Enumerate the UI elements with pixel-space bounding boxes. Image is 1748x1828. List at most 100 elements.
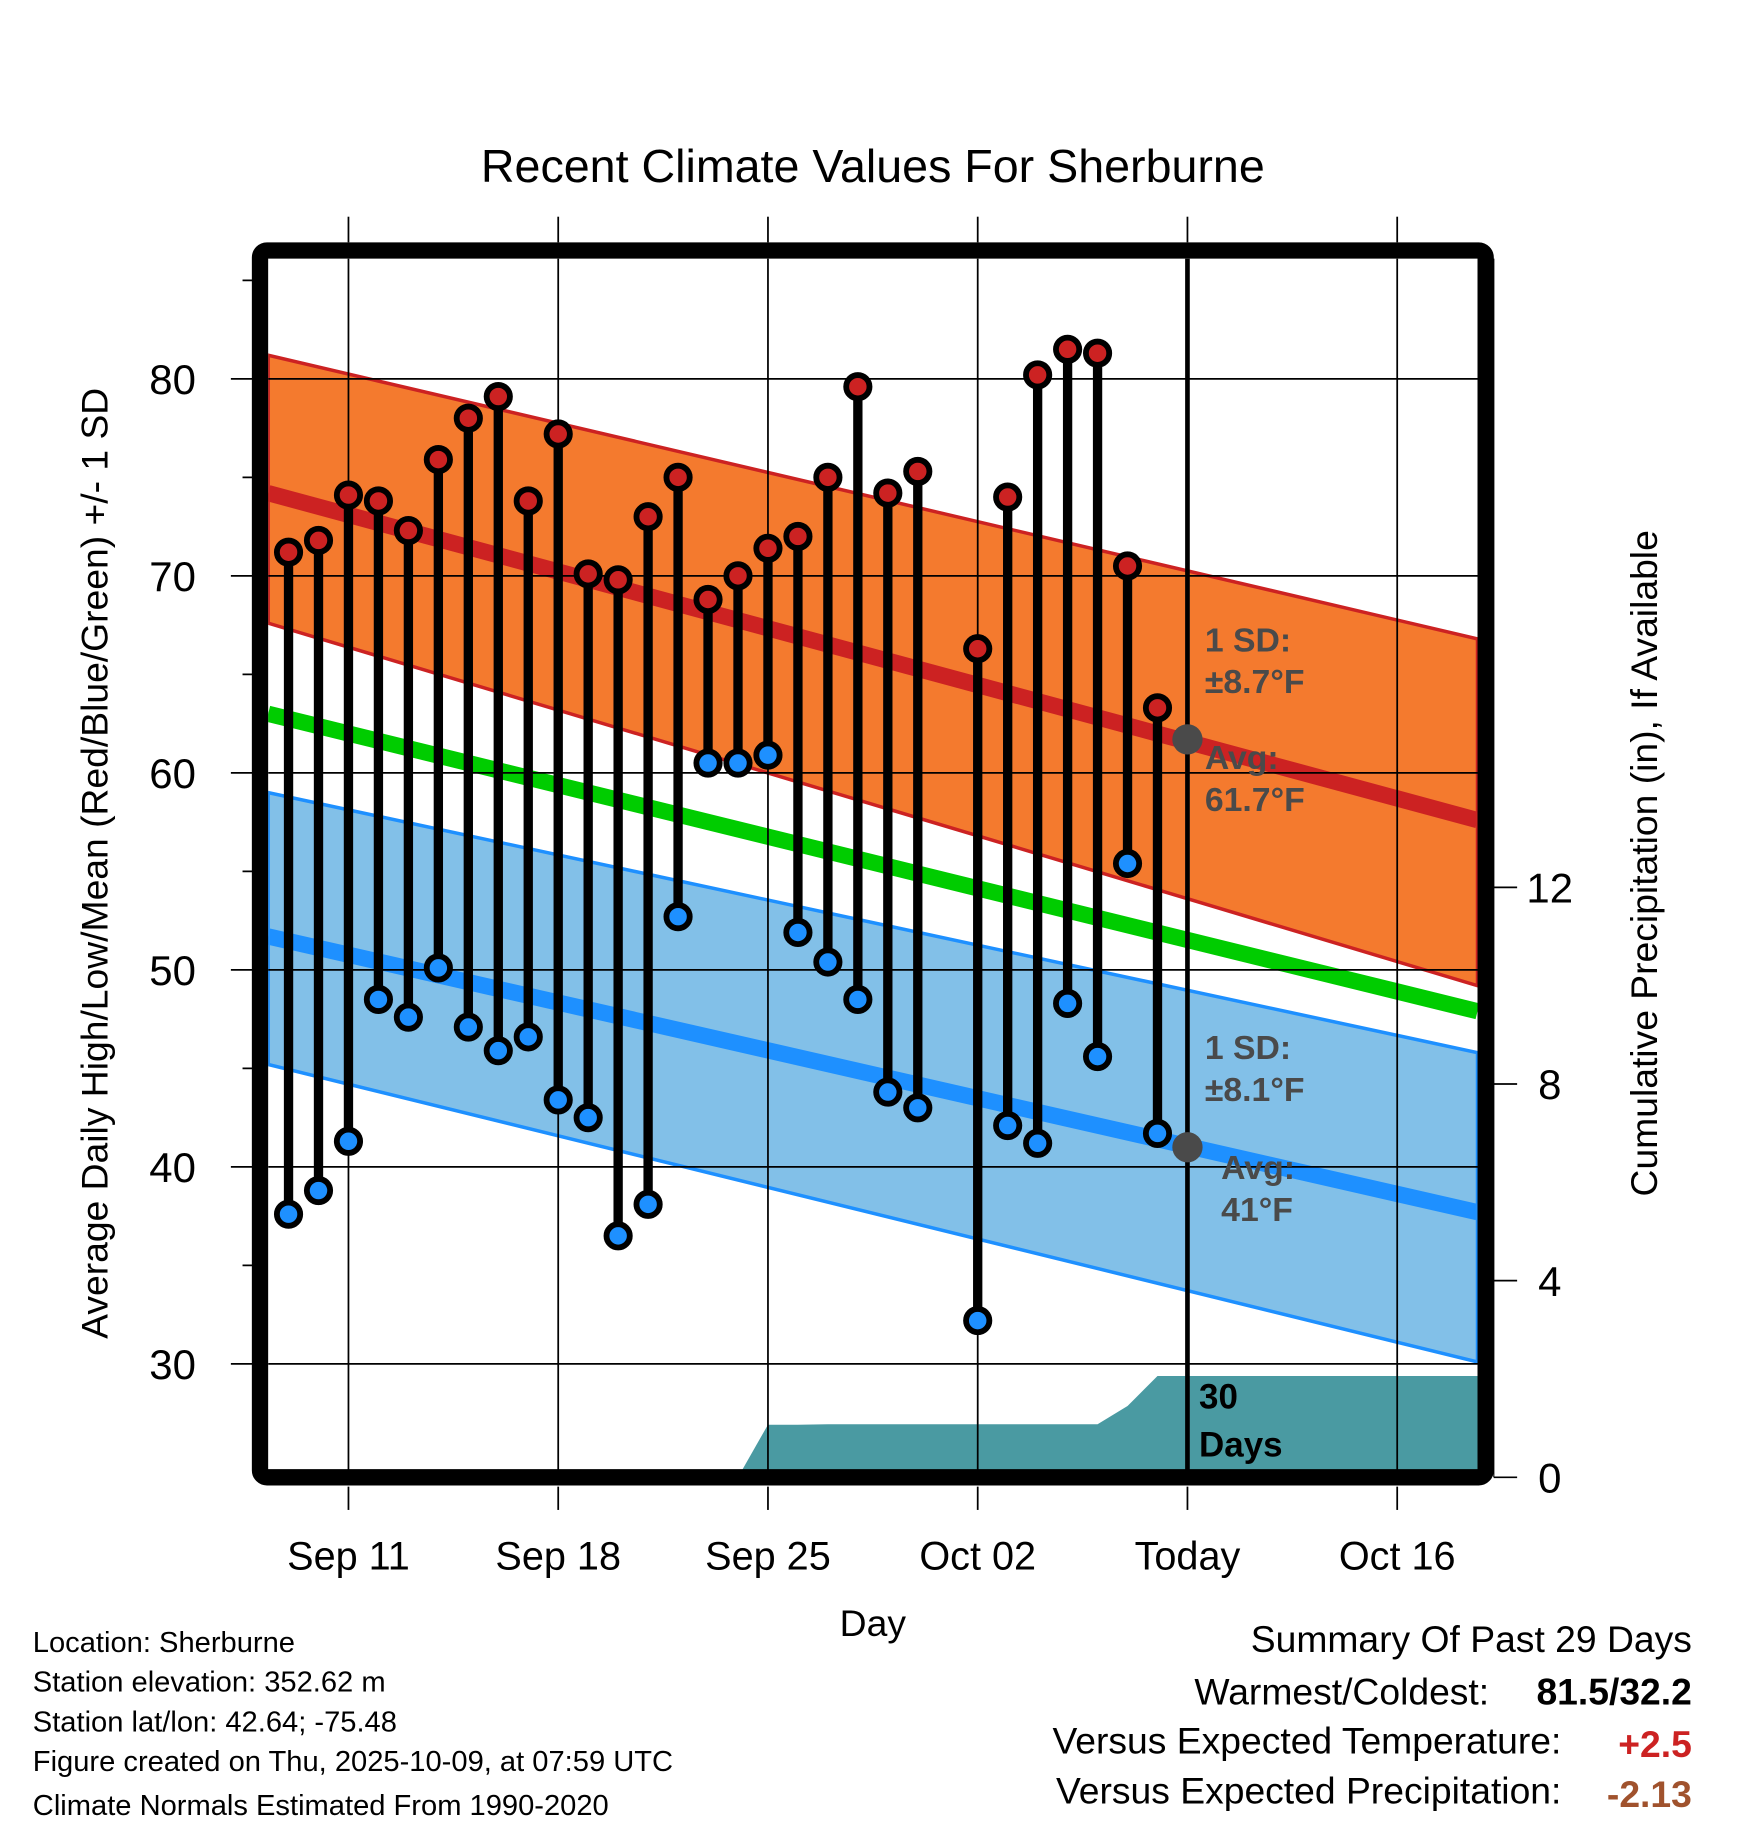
low-sd-label: 1 SD: xyxy=(1205,1029,1291,1067)
y-tick-label: 40 xyxy=(149,1144,196,1191)
x-tick-label: Sep 25 xyxy=(705,1534,831,1578)
today-low-avg-marker xyxy=(1172,1132,1203,1163)
daily-low-point xyxy=(423,953,453,983)
daily-low-point xyxy=(633,1189,663,1219)
daily-high-point xyxy=(303,525,334,555)
summary-temp-label: Versus Expected Temperature: xyxy=(1053,1719,1562,1761)
daily-high-point xyxy=(423,445,453,475)
daily-high-point xyxy=(963,634,993,664)
y-tick-label: 60 xyxy=(149,750,196,797)
daily-low-point xyxy=(1112,848,1143,879)
daily-high-point xyxy=(513,486,543,516)
y-axis-label: Average Daily High/Low/Mean (Red/Blue/Gr… xyxy=(73,388,115,1339)
daily-low-point xyxy=(603,1221,633,1251)
daily-high-point xyxy=(543,419,573,449)
high-sd-label: 1 SD: xyxy=(1205,621,1291,659)
daily-high-point xyxy=(903,456,933,486)
daily-low-point xyxy=(663,902,693,932)
daily-high-point xyxy=(453,403,483,433)
daily-high-point xyxy=(363,486,393,516)
daily-low-point xyxy=(993,1110,1023,1141)
daily-high-point xyxy=(843,372,873,402)
y-tick-label: 70 xyxy=(149,553,196,600)
daily-low-point xyxy=(453,1012,483,1042)
plot-area: 1 SD: ±8.7°F Avg: 61.7°F 1 SD: ±8.1°F Avg: 41°F… xyxy=(268,258,1478,1471)
daily-low-point xyxy=(753,740,783,770)
x-tick-label: Oct 16 xyxy=(1339,1534,1456,1578)
y2-tick-label: 0 xyxy=(1538,1454,1561,1501)
summary: Summary Of Past 29 Days Warmest/Coldest:… xyxy=(1053,1618,1692,1815)
daily-high-point xyxy=(1112,551,1143,581)
daily-low-point xyxy=(1023,1128,1053,1158)
daily-low-point xyxy=(783,917,813,948)
daily-high-point xyxy=(1083,338,1113,368)
daily-high-point xyxy=(723,561,753,591)
x-axis-label: Day xyxy=(840,1602,907,1644)
plot-frame xyxy=(251,242,1494,1486)
daily-high-point xyxy=(663,462,693,492)
summary-warm-cold-value: 81.5/32.2 xyxy=(1536,1671,1691,1713)
x-tick-label: Sep 11 xyxy=(287,1534,410,1578)
x-tick-label: Oct 02 xyxy=(919,1534,1036,1578)
summary-precip-label: Versus Expected Precipitation: xyxy=(1056,1770,1561,1812)
daily-low-point xyxy=(873,1077,903,1107)
daily-high-point xyxy=(273,537,304,567)
daily-low-point xyxy=(1142,1118,1173,1148)
y-tick-label: 80 xyxy=(149,356,196,403)
daily-high-point xyxy=(333,480,364,510)
high-avg-label: Avg: xyxy=(1205,739,1279,777)
x-tick-label: Sep 18 xyxy=(495,1534,621,1578)
station-info: Location: Sherburne Station elevation: 3… xyxy=(33,1627,673,1822)
daily-low-point xyxy=(1053,988,1083,1018)
daily-low-point xyxy=(1083,1042,1113,1072)
daily-high-point xyxy=(813,462,843,492)
daily-high-point xyxy=(1142,693,1173,723)
daily-low-point xyxy=(693,748,723,778)
daily-high-point xyxy=(1023,360,1053,390)
daily-low-point xyxy=(843,984,873,1015)
daily-low-point xyxy=(333,1126,364,1156)
precip-area xyxy=(741,1376,1478,1471)
high-avg-value: 61.7°F xyxy=(1205,781,1305,819)
precip-days-label: 30 xyxy=(1199,1378,1238,1417)
summary-warm-cold-label: Warmest/Coldest: xyxy=(1194,1671,1489,1713)
x-tick-label: Today xyxy=(1135,1534,1241,1578)
daily-high-point xyxy=(483,381,513,412)
daily-high-point xyxy=(573,559,603,589)
daily-high-point xyxy=(783,521,813,552)
summary-temp-value: +2.5 xyxy=(1618,1723,1692,1765)
info-latlon: Station lat/lon: 42.64; -75.48 xyxy=(33,1706,397,1738)
low-sd-value: ±8.1°F xyxy=(1205,1071,1305,1109)
info-location: Location: Sherburne xyxy=(33,1627,295,1659)
daily-low-point xyxy=(303,1175,334,1206)
daily-high-point xyxy=(603,565,633,595)
high-sd-band xyxy=(268,353,1478,988)
daily-high-point xyxy=(873,478,903,508)
daily-high-point xyxy=(1053,334,1083,364)
y2-tick-label: 12 xyxy=(1526,864,1573,911)
today-high-avg-marker xyxy=(1172,724,1203,755)
daily-low-point xyxy=(273,1199,304,1229)
low-avg-value: 41°F xyxy=(1221,1191,1293,1229)
daily-high-point xyxy=(993,482,1023,512)
low-avg-label: Avg: xyxy=(1221,1149,1295,1187)
daily-low-point xyxy=(543,1085,573,1115)
daily-low-point xyxy=(963,1306,993,1336)
daily-low-point xyxy=(723,748,753,778)
y2-tick-label: 8 xyxy=(1538,1061,1561,1108)
y2-tick-label: 4 xyxy=(1538,1258,1561,1305)
y-tick-label: 50 xyxy=(149,947,196,994)
y-tick-label: 30 xyxy=(149,1341,196,1388)
info-normals: Climate Normals Estimated From 1990-2020 xyxy=(33,1790,609,1822)
daily-high-point xyxy=(753,533,783,563)
daily-low-point xyxy=(903,1093,933,1123)
daily-high-point xyxy=(393,515,423,546)
summary-title: Summary Of Past 29 Days xyxy=(1251,1618,1692,1660)
daily-low-point xyxy=(363,984,393,1015)
daily-low-point xyxy=(513,1022,543,1052)
precip-days-label: Days xyxy=(1199,1425,1283,1464)
chart-title: Recent Climate Values For Sherburne xyxy=(481,140,1265,192)
daily-low-point xyxy=(813,947,843,977)
daily-low-point xyxy=(393,1002,423,1032)
